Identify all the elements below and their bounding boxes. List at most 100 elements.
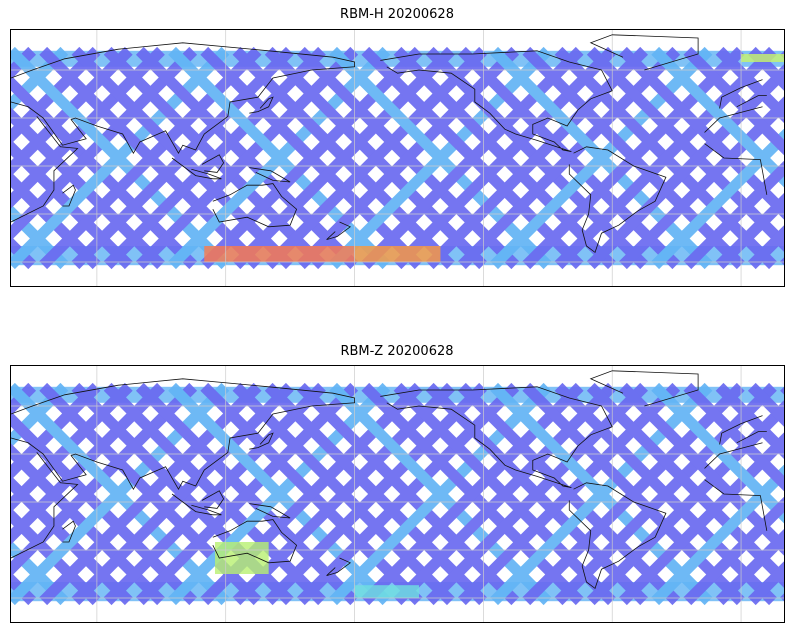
descending-track	[393, 382, 616, 606]
descending-track	[135, 46, 359, 270]
descending-track	[522, 382, 745, 606]
descending-track	[11, 46, 198, 241]
descending-track	[554, 46, 777, 270]
greenland-coastline	[589, 34, 699, 71]
borneo-coastline	[201, 154, 225, 173]
africa-coastline	[704, 143, 768, 195]
indonesia-coastline	[171, 157, 222, 180]
descending-track	[458, 46, 681, 270]
indonesia-coastline	[171, 493, 222, 516]
descending-track	[458, 382, 681, 606]
descending-track	[490, 382, 713, 606]
ascending-track	[11, 171, 101, 270]
descending-track	[11, 382, 133, 513]
bottom-panel-title: RBM-Z 20200628	[340, 344, 454, 359]
ascending-track	[11, 204, 69, 270]
descending-track	[329, 46, 552, 270]
ground-tracks	[11, 46, 784, 270]
descending-track	[361, 382, 584, 606]
descending-track	[232, 382, 455, 606]
descending-track	[586, 400, 784, 606]
descending-track	[232, 46, 455, 270]
ascending-track	[683, 46, 784, 156]
descending-track	[264, 382, 487, 606]
africa-coastline	[11, 116, 79, 223]
descending-track	[554, 382, 777, 606]
descending-track	[425, 382, 648, 606]
descending-track	[329, 382, 552, 606]
australia-coastline	[212, 519, 298, 564]
ground-tracks	[11, 382, 784, 606]
descending-track	[11, 382, 69, 448]
descending-track	[683, 496, 784, 606]
descending-track	[168, 382, 391, 606]
north-america-coastline	[380, 50, 613, 152]
north-america-coastline	[380, 386, 613, 488]
bottom-map-canvas	[11, 366, 784, 622]
descending-track	[296, 382, 520, 606]
descending-track	[715, 529, 784, 606]
europe-asia-coastline	[719, 415, 763, 445]
madagascar-coastline	[62, 520, 76, 543]
australia-coastline	[212, 183, 298, 228]
value-region	[354, 585, 419, 598]
descending-track	[103, 382, 326, 606]
south-america-coastline	[568, 146, 667, 254]
madagascar-coastline	[62, 184, 76, 207]
top-map-canvas	[11, 30, 784, 286]
descending-track	[296, 46, 520, 270]
descending-track	[39, 382, 262, 606]
descending-track	[586, 64, 784, 270]
value-region	[204, 246, 355, 262]
descending-track	[168, 46, 391, 270]
bottom-map	[10, 365, 785, 623]
descending-track	[11, 382, 165, 545]
descending-track	[651, 128, 784, 270]
greenland-coastline	[589, 370, 699, 407]
top-panel-title: RBM-H 20200628	[340, 7, 454, 22]
borneo-coastline	[201, 490, 225, 509]
top-map	[10, 29, 785, 287]
descending-track	[39, 46, 262, 270]
europe-asia-coastline	[11, 42, 355, 155]
value-region	[354, 246, 441, 262]
new-zealand-coastline	[326, 221, 352, 240]
ascending-track	[11, 507, 101, 606]
europe-asia-coastline	[736, 95, 767, 108]
descending-track	[264, 46, 487, 270]
descending-track	[103, 46, 326, 270]
descending-track	[71, 382, 294, 606]
descending-track	[651, 464, 784, 606]
europe-asia-coastline	[11, 378, 355, 491]
africa-coastline	[704, 106, 763, 133]
ascending-track	[683, 382, 784, 492]
europe-asia-coastline	[719, 79, 763, 109]
descending-track	[11, 46, 101, 145]
value-region	[741, 54, 784, 62]
africa-coastline	[704, 479, 768, 531]
descending-track	[522, 46, 745, 270]
value-region	[214, 542, 269, 574]
europe-asia-coastline	[736, 431, 767, 444]
descending-track	[135, 382, 359, 606]
descending-track	[361, 46, 584, 270]
descending-track	[11, 382, 101, 481]
descending-track	[11, 46, 165, 209]
ascending-track	[715, 46, 784, 123]
descending-track	[393, 46, 616, 270]
descending-track	[11, 46, 133, 177]
descending-track	[490, 46, 713, 270]
descending-track	[71, 46, 294, 270]
descending-track	[11, 46, 69, 112]
japan-coastline	[249, 432, 274, 450]
descending-track	[425, 46, 648, 270]
africa-coastline	[704, 442, 763, 469]
descending-track	[11, 46, 230, 270]
new-guinea-coastline	[249, 167, 291, 183]
descending-track	[200, 46, 423, 270]
descending-track	[683, 160, 784, 270]
japan-coastline	[249, 96, 274, 114]
ascending-track	[11, 540, 69, 606]
south-america-coastline	[568, 482, 667, 590]
descending-track	[11, 382, 230, 606]
